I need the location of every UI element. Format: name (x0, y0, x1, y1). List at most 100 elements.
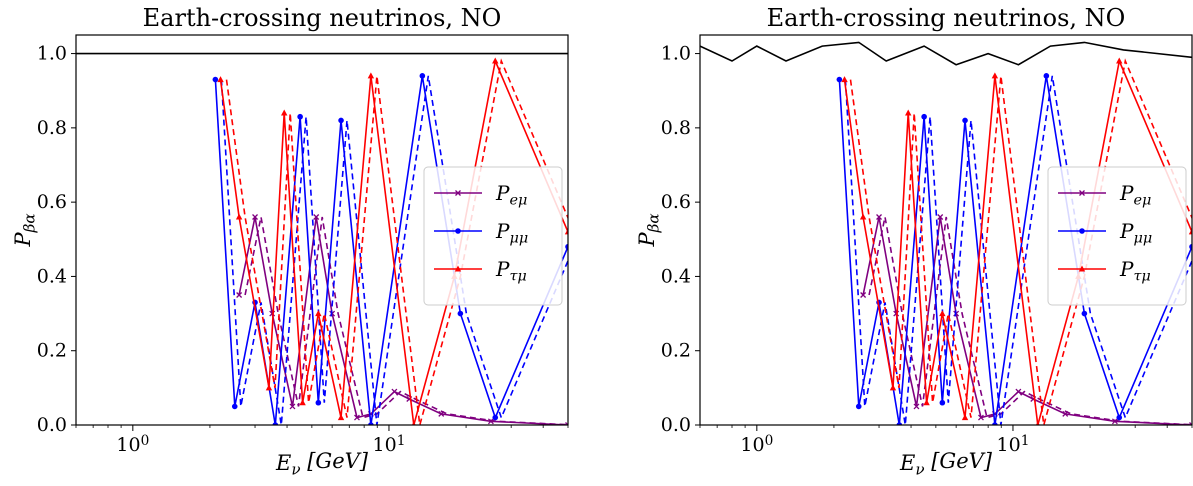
data-point (921, 113, 927, 120)
y-tick-label: 0.4 (661, 265, 691, 287)
data-point (289, 403, 296, 410)
data-point (297, 113, 303, 120)
data-point (438, 410, 445, 417)
data-point (338, 117, 344, 124)
series-total (700, 41, 1192, 66)
x-axis-label: Eν​ [GeV] (899, 449, 993, 478)
y-tick-label: 0.6 (37, 191, 67, 213)
data-point (299, 399, 306, 406)
data-point (236, 292, 243, 298)
series-line (214, 75, 568, 425)
data-point (836, 76, 843, 83)
data-point (991, 72, 999, 79)
series-line (838, 75, 1192, 425)
x-tick-label: 101​ (997, 433, 1030, 456)
data-point (992, 422, 998, 425)
series-line-dashed (849, 58, 1192, 425)
x-tick-label: 100​ (740, 433, 773, 456)
data-point (367, 72, 375, 79)
y-tick-label: 0.8 (37, 117, 67, 139)
data-point (217, 76, 224, 83)
data-point (313, 214, 320, 220)
series-line (700, 41, 1192, 66)
data-point (939, 399, 946, 406)
data-point (337, 414, 345, 421)
legend-entry: Pτμ​ (1119, 257, 1151, 284)
plot-series-layer (700, 41, 1192, 425)
y-tick-label: 0.0 (661, 414, 691, 436)
data-point (896, 422, 903, 425)
data-point (1043, 73, 1050, 79)
data-point (1116, 414, 1123, 421)
axis-ticks: 0.0 0.2 0.4 0.6 0.8 1.0 100​ 101​ (37, 43, 569, 456)
legend-marker (1078, 265, 1086, 272)
data-point (876, 214, 882, 220)
y-axis-label: Pβα​ (11, 213, 39, 247)
legend: Peμ​ Pμμ​ Pτμ​ (1047, 166, 1187, 306)
y-tick-label: 1.0 (37, 43, 67, 65)
data-point (1189, 422, 1192, 425)
data-point (315, 310, 322, 317)
data-point (978, 414, 984, 421)
legend-marker (1079, 190, 1085, 196)
data-point (272, 422, 279, 425)
data-point (354, 414, 360, 421)
data-point (1081, 310, 1088, 317)
data-point (1035, 421, 1040, 425)
data-point (492, 414, 499, 421)
data-point (368, 422, 374, 425)
y-tick-label: 0.6 (661, 191, 691, 213)
data-point (937, 214, 944, 220)
data-point (1062, 410, 1069, 417)
y-tick-label: 0.0 (37, 414, 67, 436)
data-point (923, 399, 930, 406)
data-point (1188, 228, 1192, 235)
data-point (492, 57, 499, 64)
data-point (315, 399, 322, 406)
chart-title: Earth-crossing neutrinos, NO (767, 4, 1126, 32)
legend-marker (455, 190, 461, 196)
legend-box (1047, 166, 1187, 306)
data-point (939, 310, 946, 317)
data-point (212, 76, 219, 83)
series-line-dashed (225, 58, 568, 425)
data-point (889, 384, 897, 391)
legend-entry: Peμ​ (1119, 181, 1151, 208)
data-point (913, 403, 920, 410)
data-point (859, 213, 867, 220)
y-tick-label: 0.2 (661, 340, 691, 362)
data-point (231, 403, 238, 410)
y-tick-label: 0.4 (37, 265, 67, 287)
chart-panel-right: Earth-crossing neutrinos, NO 0.0 0.2 0.4 0.… (635, 4, 1193, 479)
data-point (457, 310, 464, 317)
data-point (281, 109, 288, 116)
x-axis-label: Eν​ [GeV] (275, 449, 369, 478)
data-point (564, 228, 568, 235)
data-point (265, 384, 273, 391)
legend: Peμ​ Pμμ​ Pτμ​ (423, 166, 563, 306)
y-axis-label: Pβα​ (635, 213, 663, 247)
plot-frame (699, 34, 1193, 426)
x-tick-label: 101​ (373, 433, 406, 456)
chart-title: Earth-crossing neutrinos, NO (143, 4, 502, 32)
axis-ticks: 0.0 0.2 0.4 0.6 0.8 1.0 100​ 101​ (661, 43, 1193, 456)
data-point (841, 76, 848, 83)
data-point (860, 292, 867, 298)
data-point (1111, 418, 1118, 425)
legend-marker (454, 265, 462, 272)
data-point (565, 243, 568, 250)
plot-frame (75, 34, 569, 426)
legend-entry: Peμ​ (495, 181, 527, 208)
legend-entry: Pμμ​ (1119, 219, 1152, 246)
legend-box (423, 166, 563, 306)
data-point (235, 213, 243, 220)
y-tick-label: 0.8 (661, 117, 691, 139)
x-tick-label: 100​ (116, 433, 149, 456)
data-point (252, 214, 258, 220)
data-point (1015, 388, 1022, 395)
data-point (391, 388, 398, 395)
data-point (1189, 243, 1192, 250)
legend-marker (1079, 228, 1085, 234)
series-Peμ (860, 214, 1192, 425)
